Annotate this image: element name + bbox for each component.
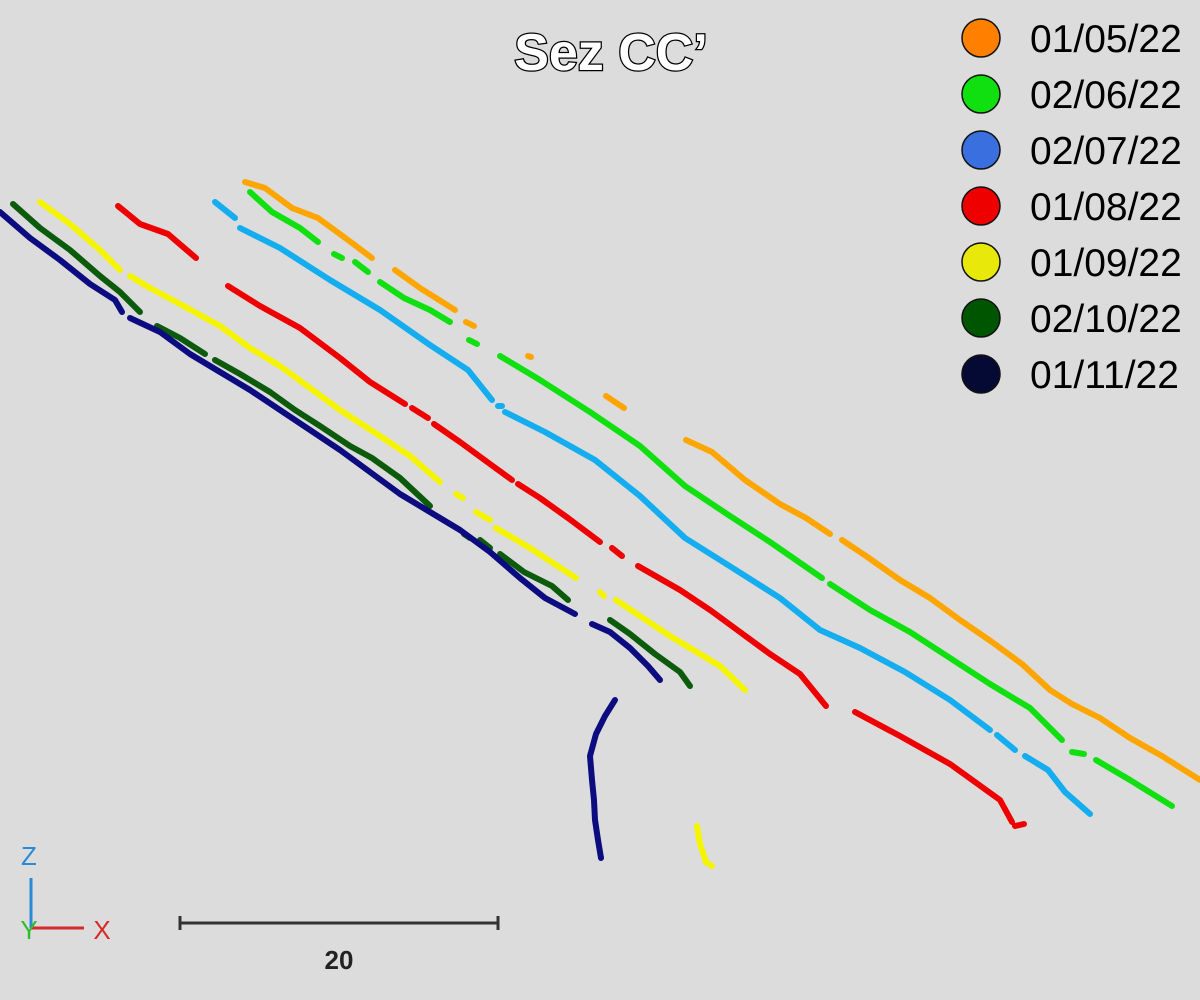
profile-segment (127, 315, 578, 617)
profile-segment (613, 597, 748, 693)
section-title: Sez CC’ (514, 24, 708, 82)
profile-segment (683, 437, 833, 537)
legend-swatch (961, 242, 1001, 282)
profile-segment (587, 697, 618, 861)
profile-segment (477, 537, 493, 551)
profile-segment (1022, 753, 1093, 817)
profile-segment (127, 273, 443, 485)
legend-label: 01/11/22 (1030, 354, 1179, 397)
legend-swatch (961, 18, 1001, 58)
scale-bar: 20 (178, 916, 500, 975)
legend-label: 02/07/22 (1030, 130, 1182, 173)
profile-segment (994, 732, 1018, 753)
profile-segment (466, 337, 480, 347)
z-axis-label: Z (21, 841, 37, 871)
x-axis-label: X (93, 915, 110, 945)
profile-segment (852, 709, 1015, 825)
profile-segment (242, 179, 375, 261)
profile-segment (431, 421, 515, 483)
profile-segment (409, 405, 431, 421)
profile-series (10, 201, 693, 689)
legend-swatch (961, 298, 1001, 338)
profile-segment (607, 617, 693, 689)
profile-segment (827, 581, 1065, 743)
profile-segment (1093, 757, 1175, 809)
profile-series (242, 179, 1200, 783)
profile-segment (0, 209, 125, 315)
profile-segment (603, 393, 627, 411)
profile-segment (115, 203, 199, 261)
profile-segment (497, 353, 825, 581)
profile-segment (1012, 821, 1027, 829)
profile-series (37, 199, 748, 869)
profile-segment (839, 537, 1200, 783)
profile-segment (212, 357, 433, 509)
profile-segment (635, 563, 829, 709)
profile-series (212, 199, 1093, 817)
profile-segment (154, 323, 208, 357)
profile-segment (589, 621, 663, 683)
profile-series (0, 209, 663, 861)
profile-series (247, 189, 1175, 809)
profile-segment (247, 189, 321, 245)
profile-segment (225, 283, 408, 407)
profile-segment (377, 279, 453, 325)
legend-label: 02/10/22 (1030, 298, 1182, 341)
profile-segment (609, 545, 625, 559)
profile-segment (597, 589, 607, 599)
profile-series (115, 203, 1027, 829)
legend-label: 01/05/22 (1030, 18, 1182, 61)
profile-segment (392, 267, 458, 313)
legend-label: 02/06/22 (1030, 74, 1182, 117)
profile-segment (237, 225, 495, 403)
legend-label: 01/09/22 (1030, 242, 1182, 285)
legend-label: 01/08/22 (1030, 186, 1182, 229)
legend: 01/05/22 02/06/22 02/07/22 01/08/22 01/09/22… (961, 18, 1182, 397)
profile-segment (212, 199, 238, 221)
legend-swatch (961, 130, 1001, 170)
profile-segment (453, 491, 466, 501)
profile-segment (463, 319, 477, 329)
scale-bar-label: 20 (325, 945, 354, 975)
profile-segment (694, 823, 715, 869)
profile-segment (37, 199, 123, 273)
legend-swatch (961, 354, 1001, 394)
profile-segment (331, 251, 345, 261)
profile-segment (1069, 749, 1087, 757)
y-axis-label: Y (20, 915, 37, 945)
profile-segment (493, 525, 579, 581)
profile-segment (525, 353, 534, 360)
profile-segment (352, 259, 371, 275)
profile-lines (0, 179, 1200, 869)
profile-segment (497, 551, 571, 603)
profile-segment (10, 201, 143, 315)
profile-segment (473, 509, 493, 523)
legend-swatch (961, 186, 1001, 226)
axis-triad: Z Y X (20, 841, 110, 945)
profile-segment (502, 409, 993, 733)
legend-swatch (961, 74, 1001, 114)
profile-segment (515, 481, 603, 545)
